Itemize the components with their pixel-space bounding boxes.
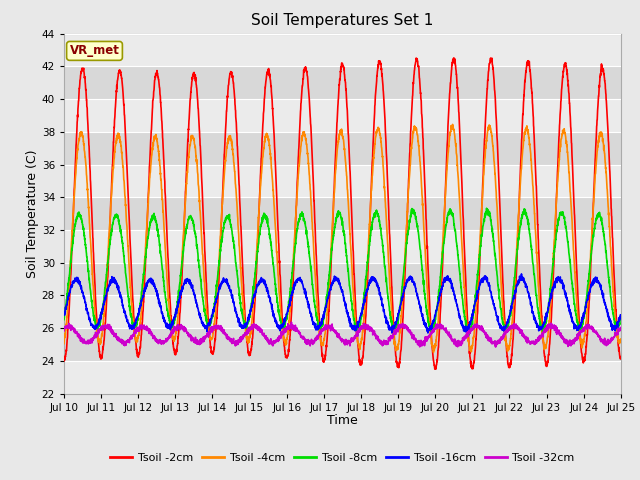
Tsoil -2cm bbox=[547, 331, 554, 336]
Tsoil -4cm bbox=[274, 262, 282, 268]
Tsoil -8cm bbox=[298, 213, 305, 218]
Tsoil -8cm bbox=[157, 251, 164, 256]
Tsoil -8cm bbox=[465, 332, 472, 338]
Text: VR_met: VR_met bbox=[70, 44, 120, 58]
Bar bbox=[64, 328, 621, 361]
Tsoil -2cm bbox=[60, 357, 68, 363]
Tsoil -16cm bbox=[274, 322, 282, 328]
Tsoil -4cm bbox=[547, 305, 554, 311]
Tsoil -32cm bbox=[157, 339, 164, 345]
Bar bbox=[64, 66, 621, 99]
Tsoil -32cm bbox=[298, 334, 306, 339]
Bar bbox=[64, 99, 621, 132]
Bar bbox=[64, 263, 621, 295]
Line: Tsoil -32cm: Tsoil -32cm bbox=[64, 322, 621, 347]
Tsoil -2cm bbox=[274, 214, 282, 219]
Tsoil -4cm bbox=[429, 349, 437, 355]
Tsoil -8cm bbox=[274, 299, 282, 305]
Tsoil -32cm bbox=[124, 339, 131, 345]
Line: Tsoil -16cm: Tsoil -16cm bbox=[64, 274, 621, 333]
Tsoil -8cm bbox=[606, 289, 614, 295]
Tsoil -16cm bbox=[298, 279, 305, 285]
Tsoil -32cm bbox=[274, 336, 282, 342]
Tsoil -16cm bbox=[606, 318, 614, 324]
Tsoil -32cm bbox=[492, 344, 499, 350]
Tsoil -8cm bbox=[60, 317, 68, 323]
Bar bbox=[64, 132, 621, 165]
X-axis label: Time: Time bbox=[327, 414, 358, 427]
Tsoil -8cm bbox=[124, 287, 131, 293]
Tsoil -2cm bbox=[450, 55, 458, 61]
Line: Tsoil -4cm: Tsoil -4cm bbox=[64, 124, 621, 352]
Tsoil -4cm bbox=[617, 337, 625, 343]
Tsoil -16cm bbox=[60, 311, 68, 317]
Tsoil -32cm bbox=[617, 326, 625, 332]
Tsoil -4cm bbox=[606, 239, 614, 244]
Tsoil -16cm bbox=[157, 303, 164, 309]
Tsoil -2cm bbox=[606, 178, 614, 184]
Line: Tsoil -2cm: Tsoil -2cm bbox=[64, 58, 621, 369]
Tsoil -2cm bbox=[157, 100, 164, 106]
Tsoil -2cm bbox=[124, 176, 131, 181]
Bar bbox=[64, 165, 621, 197]
Tsoil -2cm bbox=[431, 366, 439, 372]
Tsoil -16cm bbox=[547, 296, 554, 301]
Bar bbox=[64, 361, 621, 394]
Tsoil -16cm bbox=[124, 317, 131, 323]
Tsoil -4cm bbox=[449, 121, 456, 127]
Tsoil -8cm bbox=[617, 313, 625, 319]
Tsoil -32cm bbox=[547, 323, 554, 328]
Tsoil -8cm bbox=[483, 205, 490, 211]
Legend: Tsoil -2cm, Tsoil -4cm, Tsoil -8cm, Tsoil -16cm, Tsoil -32cm: Tsoil -2cm, Tsoil -4cm, Tsoil -8cm, Tsoi… bbox=[106, 448, 579, 467]
Tsoil -32cm bbox=[60, 324, 68, 330]
Bar bbox=[64, 230, 621, 263]
Line: Tsoil -8cm: Tsoil -8cm bbox=[64, 208, 621, 335]
Tsoil -2cm bbox=[298, 92, 305, 97]
Y-axis label: Soil Temperature (C): Soil Temperature (C) bbox=[26, 149, 39, 278]
Tsoil -4cm bbox=[60, 341, 68, 347]
Tsoil -4cm bbox=[124, 237, 131, 242]
Tsoil -16cm bbox=[617, 313, 625, 319]
Bar bbox=[64, 34, 621, 66]
Tsoil -16cm bbox=[424, 330, 432, 336]
Tsoil -4cm bbox=[157, 170, 164, 176]
Title: Soil Temperatures Set 1: Soil Temperatures Set 1 bbox=[252, 13, 433, 28]
Tsoil -32cm bbox=[287, 319, 295, 325]
Tsoil -2cm bbox=[617, 355, 625, 361]
Tsoil -8cm bbox=[547, 286, 554, 291]
Bar bbox=[64, 295, 621, 328]
Tsoil -4cm bbox=[298, 134, 305, 140]
Tsoil -16cm bbox=[518, 271, 525, 277]
Tsoil -32cm bbox=[606, 339, 614, 345]
Bar bbox=[64, 197, 621, 230]
